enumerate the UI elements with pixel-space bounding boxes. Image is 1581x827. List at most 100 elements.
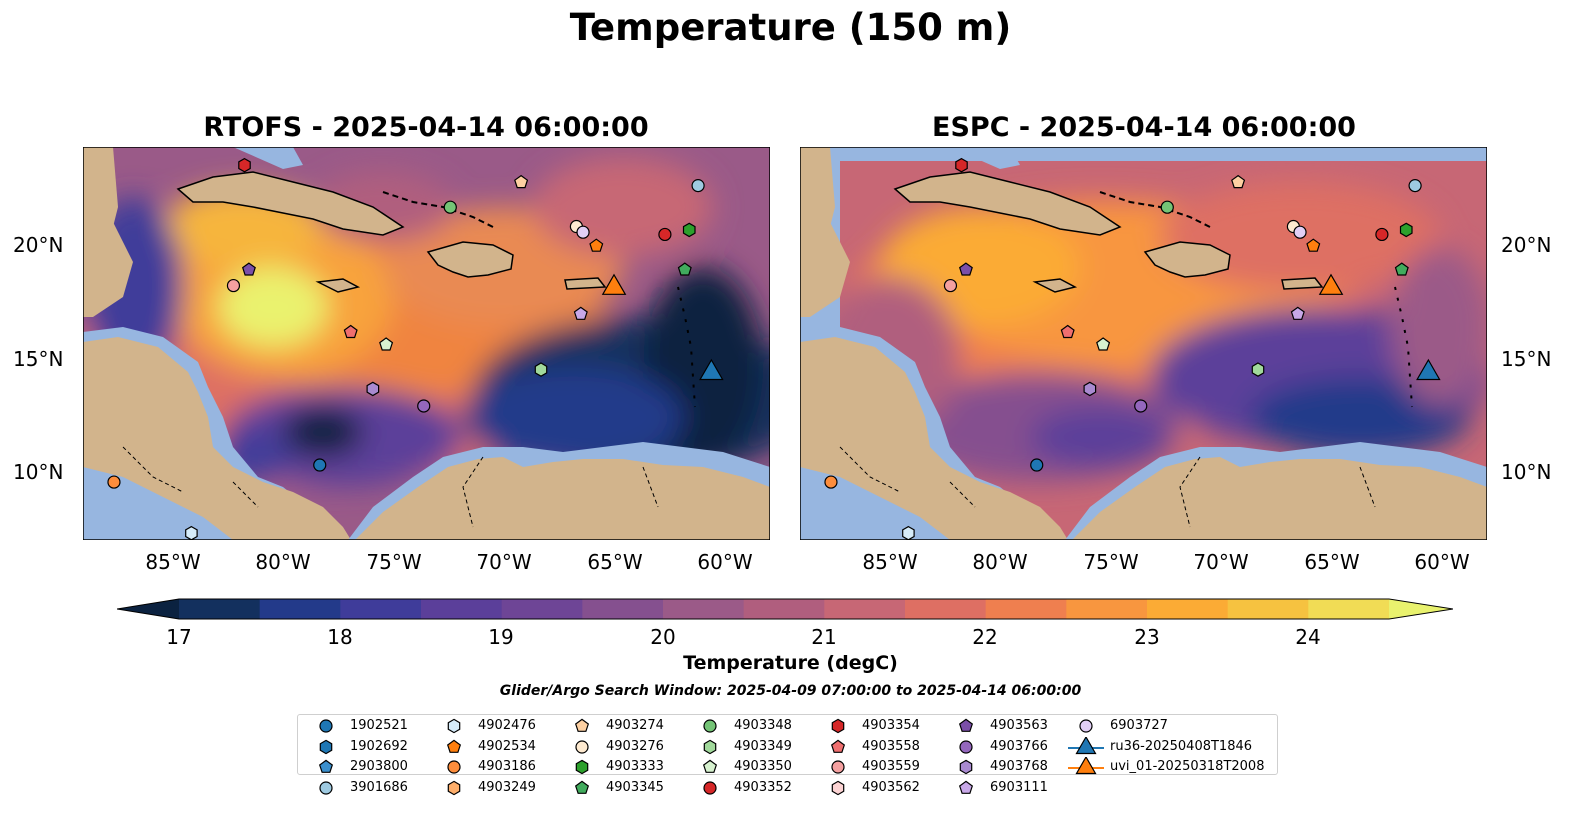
colorbar-tick-18: 18 xyxy=(327,625,353,649)
pentagon-icon xyxy=(702,759,718,773)
marker-4903333 xyxy=(1399,222,1413,238)
marker-4903563 xyxy=(958,262,973,276)
hispaniola-land xyxy=(1143,241,1231,278)
legend-label: 4902476 xyxy=(478,718,536,733)
triangle-icon xyxy=(1068,736,1104,754)
colorbar-tick-19: 19 xyxy=(488,625,514,649)
circle-icon xyxy=(575,739,589,754)
marker-4903768 xyxy=(366,381,380,397)
espc-temperature-map xyxy=(800,147,1487,540)
cuba-land xyxy=(176,171,405,236)
marker-6903111 xyxy=(573,306,588,320)
legend-label: 4902534 xyxy=(478,738,536,754)
legend-label: 4903276 xyxy=(606,738,664,754)
hexagon-icon xyxy=(831,780,845,795)
pentagon-icon xyxy=(830,739,846,753)
legend-label: 4903768 xyxy=(990,759,1048,774)
circle-icon xyxy=(831,760,845,774)
marker-4903352 xyxy=(1375,227,1389,242)
pentagon-icon xyxy=(958,780,974,794)
colorbar-swatch xyxy=(985,599,1067,619)
colorbar-tick-21: 21 xyxy=(811,625,837,649)
rtofs-panel-title: RTOFS - 2025-04-14 06:00:00 xyxy=(203,112,649,143)
pentagon-icon xyxy=(958,718,974,732)
lon-label-60w: 60°W xyxy=(697,550,753,574)
legend-label: ru36-20250408T1846 xyxy=(1110,738,1253,754)
marker-4903354 xyxy=(238,157,251,173)
marker-ru36-20250408T1846 xyxy=(1416,358,1441,381)
hexagon-icon xyxy=(703,739,717,754)
colorbar-swatch xyxy=(743,599,825,619)
legend-label: 4903562 xyxy=(862,779,920,795)
lon-label-65w: 65°W xyxy=(587,550,643,574)
hexagon-icon xyxy=(831,718,845,734)
legend-label: 4903333 xyxy=(606,759,664,774)
colorbar-swatch xyxy=(421,599,503,619)
pentagon-icon xyxy=(574,780,590,794)
colorbar-tick-20: 20 xyxy=(650,625,676,649)
colorbar-swatch xyxy=(824,599,906,619)
lat-label-10n-right: 10°N xyxy=(1501,460,1552,484)
colorbar-swatch xyxy=(340,599,422,619)
lon-label-70w: 70°W xyxy=(1193,550,1249,574)
espc-marker-layer xyxy=(824,157,1441,540)
marker-4903348 xyxy=(1160,200,1174,214)
marker-4903768 xyxy=(1083,381,1097,397)
legend-label: 6903727 xyxy=(1110,718,1168,733)
marker-4903186 xyxy=(824,475,838,489)
lat-label-15n-left: 15°N xyxy=(13,347,64,371)
colorbar-label: Temperature (degC) xyxy=(683,652,898,674)
legend-label: 4903349 xyxy=(734,738,792,754)
colorbar-swatch xyxy=(905,599,987,619)
colorbar-swatch xyxy=(1308,599,1390,619)
marker-4903354 xyxy=(955,157,968,173)
legend-label: 4903558 xyxy=(862,738,920,754)
marker-3901686 xyxy=(1408,179,1422,193)
lon-label-80w: 80°W xyxy=(255,550,311,574)
legend-label: 4903766 xyxy=(990,738,1048,754)
marker-4902534 xyxy=(1306,238,1321,252)
central-america-land xyxy=(800,337,1068,540)
lat-label-20n-right: 20°N xyxy=(1501,233,1552,257)
lon-label-65w: 65°W xyxy=(1304,550,1360,574)
legend-label: 4903350 xyxy=(734,759,792,774)
marker-6903111 xyxy=(1290,306,1305,320)
marker-4903352 xyxy=(658,227,672,242)
pentagon-icon xyxy=(574,718,590,732)
rtofs-marker-layer xyxy=(107,157,724,540)
colorbar-swatch xyxy=(1227,599,1309,619)
lon-label-75w: 75°W xyxy=(1083,550,1139,574)
colorbar-swatch xyxy=(501,599,583,619)
marker-4903563 xyxy=(241,262,256,276)
hexagon-icon xyxy=(447,780,461,795)
marker-4903559 xyxy=(943,278,958,293)
marker-4902476 xyxy=(902,525,915,540)
colorbar-extend-high xyxy=(1389,599,1453,619)
circle-icon xyxy=(1079,719,1093,733)
hexagon-icon xyxy=(447,718,461,734)
legend-label: 6903111 xyxy=(990,779,1048,795)
marker-4903558 xyxy=(1060,324,1075,339)
colorbar-tick-22: 22 xyxy=(972,625,998,649)
circle-icon xyxy=(447,760,461,774)
marker-4903766 xyxy=(417,399,431,413)
colorbar-tick-23: 23 xyxy=(1134,625,1160,649)
circle-icon xyxy=(319,719,333,733)
colorbar-extend-low xyxy=(117,599,179,619)
colorbar-swatch xyxy=(663,599,745,619)
marker-4903274 xyxy=(514,174,529,189)
search-window-text: Glider/Argo Search Window: 2025-04-09 07… xyxy=(499,683,1082,699)
lon-label-85w: 85°W xyxy=(145,550,201,574)
colorbar-swatch xyxy=(179,599,261,619)
legend-label: 2903800 xyxy=(350,759,408,774)
marker-uvi_01-20250318T2008 xyxy=(1318,273,1344,295)
marker-4903333 xyxy=(682,222,696,238)
circle-icon xyxy=(959,739,973,754)
legend-label: 1902692 xyxy=(350,738,408,754)
marker-3901686 xyxy=(691,179,705,193)
marker-4903349 xyxy=(534,362,548,377)
south-america-land xyxy=(355,457,770,540)
puerto-rico-land xyxy=(1281,277,1324,290)
legend-label: 4903348 xyxy=(734,718,792,733)
legend-label: 4903354 xyxy=(862,718,920,733)
